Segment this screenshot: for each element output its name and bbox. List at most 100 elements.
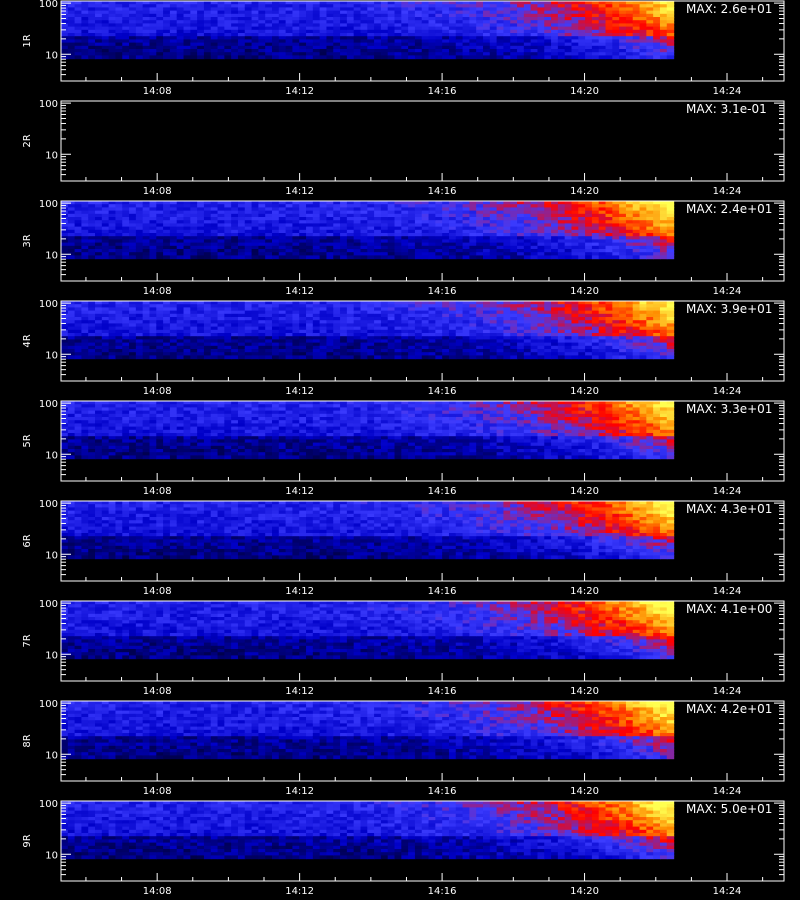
heatmap-cell — [251, 36, 259, 40]
heatmap-cell — [476, 249, 484, 253]
heatmap-cell — [88, 255, 96, 260]
heatmap-cell — [387, 39, 396, 44]
heatmap-cell — [81, 242, 89, 247]
heatmap-cell — [455, 39, 464, 44]
heatmap-cell — [210, 239, 219, 244]
heatmap-cell — [367, 229, 375, 234]
heatmap-cell — [571, 236, 579, 240]
heatmap-cell — [557, 249, 566, 253]
heatmap-cell — [476, 26, 484, 31]
heatmap-cell — [251, 42, 259, 47]
heatmap-cell — [605, 20, 613, 24]
heatmap-cell — [455, 55, 464, 60]
heatmap-cell — [61, 10, 69, 15]
heatmap-cell — [244, 20, 253, 24]
heatmap-cell — [312, 39, 321, 44]
heatmap-cell — [346, 236, 355, 240]
heatmap-cell — [74, 245, 83, 250]
heatmap-cell — [394, 245, 402, 250]
heatmap-cell — [312, 201, 321, 205]
heatmap-cell — [503, 207, 511, 212]
heatmap-cell — [462, 245, 470, 250]
heatmap-cell — [346, 13, 355, 18]
heatmap-cell — [115, 213, 123, 218]
heatmap-cell — [496, 4, 505, 8]
heatmap-cell — [421, 239, 430, 244]
heatmap-cell — [639, 1, 647, 5]
heatmap-cell — [285, 39, 294, 44]
heatmap-cell — [237, 55, 246, 60]
heatmap-cell — [122, 36, 130, 40]
heatmap-cell — [448, 7, 457, 12]
heatmap-cell — [108, 33, 117, 37]
heatmap-cell — [530, 29, 539, 34]
heatmap-cell — [74, 239, 83, 244]
heatmap-cell — [258, 236, 266, 240]
heatmap-cell — [74, 17, 83, 21]
heatmap-cell — [469, 210, 477, 215]
panel-label: 2R — [22, 134, 33, 147]
heatmap-cell — [653, 45, 661, 50]
heatmap-cell — [115, 10, 123, 15]
heatmap-cell — [374, 249, 382, 253]
heatmap-cell — [278, 13, 287, 18]
heatmap-cell — [625, 49, 634, 53]
heatmap-cell — [74, 13, 83, 18]
heatmap-cell — [530, 242, 539, 247]
heatmap-cell — [224, 220, 232, 224]
heatmap-cell — [414, 213, 423, 218]
heatmap-cell — [346, 26, 355, 31]
heatmap-cell — [408, 42, 416, 47]
heatmap-cell — [374, 233, 382, 237]
heatmap-cell — [129, 26, 137, 31]
x-tick-label: 14:24 — [713, 186, 742, 197]
panel-label: 1R — [22, 34, 33, 47]
heatmap-cell — [653, 233, 661, 237]
heatmap-cell — [537, 13, 545, 18]
heatmap-cell — [210, 20, 219, 24]
heatmap-cell — [210, 29, 219, 34]
heatmap-cell — [340, 4, 348, 8]
heatmap-cell — [292, 204, 300, 208]
heatmap-cell — [306, 10, 314, 15]
heatmap-cell — [510, 229, 518, 234]
heatmap-cell — [421, 29, 430, 34]
heatmap-cell — [292, 226, 300, 231]
heatmap-cell — [428, 36, 436, 40]
heatmap-cell — [340, 7, 348, 12]
heatmap-cell — [666, 55, 675, 60]
heatmap-cell — [401, 4, 409, 8]
heatmap-cell — [197, 39, 205, 44]
heatmap-cell — [551, 213, 559, 218]
heatmap-cell — [312, 29, 321, 34]
heatmap-cell — [496, 252, 505, 256]
heatmap-cell — [299, 217, 307, 221]
heatmap-cell — [265, 49, 273, 53]
heatmap-cell — [455, 13, 464, 18]
heatmap-cell — [571, 355, 579, 360]
heatmap-cell — [81, 4, 89, 8]
heatmap-cell — [312, 52, 321, 56]
heatmap-cell — [612, 220, 620, 224]
heatmap-cell — [285, 213, 294, 218]
heatmap-cell — [360, 10, 368, 15]
heatmap-cell — [517, 355, 525, 360]
heatmap-cell — [190, 236, 198, 240]
heatmap-cell — [544, 7, 552, 12]
heatmap-cell — [74, 49, 83, 53]
heatmap-cell — [346, 220, 355, 224]
heatmap-cell — [285, 233, 294, 237]
heatmap-cell — [67, 45, 76, 50]
heatmap-cell — [360, 39, 368, 44]
heatmap-cell — [428, 52, 436, 56]
heatmap-cell — [571, 233, 579, 237]
heatmap-cell — [646, 7, 654, 12]
heatmap-cell — [142, 239, 151, 244]
heatmap-cell — [408, 220, 416, 224]
heatmap-cell — [251, 239, 259, 244]
heatmap-cell — [176, 249, 185, 253]
heatmap-cell — [135, 207, 144, 212]
heatmap-cell — [523, 39, 532, 44]
heatmap-cell — [108, 10, 117, 15]
heatmap-cell — [142, 229, 151, 234]
